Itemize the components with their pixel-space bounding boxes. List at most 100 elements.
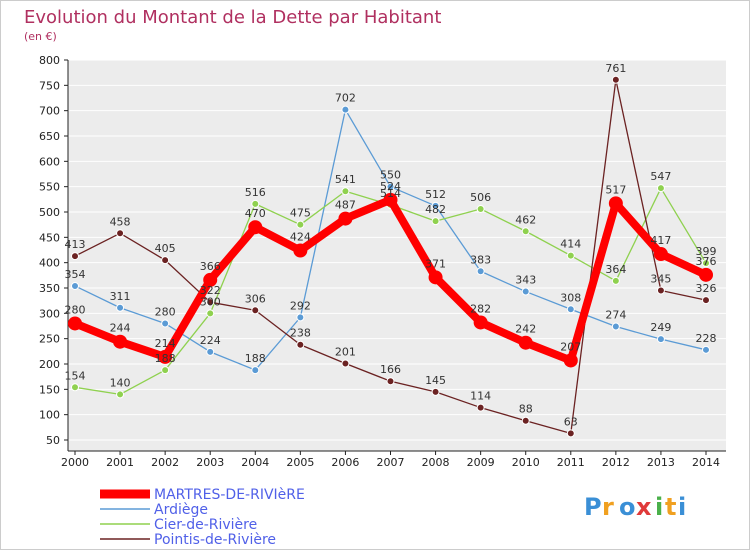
series-point-1 bbox=[116, 303, 125, 312]
data-label-2: 547 bbox=[650, 170, 671, 183]
series-point-0 bbox=[113, 334, 128, 349]
data-label-0: 487 bbox=[335, 199, 356, 212]
data-label-0: 282 bbox=[470, 302, 491, 315]
x-tick-label: 2010 bbox=[512, 456, 540, 469]
series-point-3 bbox=[161, 256, 170, 265]
data-label-3: 166 bbox=[380, 363, 401, 376]
series-point-1 bbox=[431, 201, 440, 210]
data-label-3: 322 bbox=[200, 284, 221, 297]
series-point-3 bbox=[702, 296, 710, 305]
series-point-0 bbox=[158, 349, 173, 364]
y-tick-label: 750 bbox=[39, 79, 60, 92]
series-point-1 bbox=[161, 319, 170, 328]
series-point-3 bbox=[296, 340, 305, 349]
y-tick-label: 150 bbox=[39, 383, 60, 396]
y-tick-label: 600 bbox=[39, 155, 60, 168]
series-point-0 bbox=[653, 247, 668, 262]
series-point-1 bbox=[386, 182, 395, 191]
plot-area bbox=[68, 60, 726, 451]
data-label-3: 88 bbox=[519, 403, 533, 416]
series-point-2 bbox=[296, 220, 305, 229]
data-label-2: 482 bbox=[425, 203, 446, 216]
series-point-3 bbox=[476, 403, 485, 412]
series-point-3 bbox=[251, 306, 260, 315]
data-label-3: 761 bbox=[605, 62, 626, 75]
series-group bbox=[68, 75, 713, 438]
data-label-1: 274 bbox=[605, 309, 626, 322]
logo-letter: i bbox=[678, 493, 686, 521]
series-point-2 bbox=[702, 259, 710, 268]
series-point-0 bbox=[563, 353, 578, 368]
data-label-0: 244 bbox=[110, 322, 131, 335]
data-label-2: 475 bbox=[290, 207, 311, 220]
data-label-3: 201 bbox=[335, 345, 356, 358]
series-point-1 bbox=[206, 347, 215, 356]
series-point-0 bbox=[68, 316, 82, 331]
series-point-3 bbox=[566, 429, 575, 438]
series-point-0 bbox=[338, 211, 353, 226]
data-label-0: 214 bbox=[155, 337, 176, 350]
legend: MARTRES-DE-RIVIèREArdiègeCier-de-Rivière… bbox=[100, 487, 305, 548]
series-point-3 bbox=[341, 359, 350, 368]
series-point-2 bbox=[431, 217, 440, 226]
series-point-3 bbox=[656, 286, 665, 295]
series-point-2 bbox=[656, 184, 665, 193]
series-point-0 bbox=[608, 196, 623, 211]
data-label-2: 541 bbox=[335, 173, 356, 186]
series-point-3 bbox=[611, 75, 620, 84]
series-point-3 bbox=[71, 252, 79, 261]
series-point-2 bbox=[251, 199, 260, 208]
series-point-0 bbox=[428, 270, 443, 285]
series-point-1 bbox=[71, 281, 79, 290]
data-label-0: 417 bbox=[650, 234, 671, 247]
y-tick-label: 450 bbox=[39, 231, 60, 244]
series-point-1 bbox=[251, 366, 260, 375]
data-label-0: 371 bbox=[425, 257, 446, 270]
y-tick-label: 300 bbox=[39, 307, 60, 320]
data-label-1: 354 bbox=[65, 268, 86, 281]
series-point-3 bbox=[386, 377, 395, 386]
x-tick-label: 2012 bbox=[602, 456, 630, 469]
series-point-1 bbox=[702, 345, 710, 354]
data-label-1: 550 bbox=[380, 169, 401, 182]
y-tick-label: 400 bbox=[39, 257, 60, 270]
series-point-3 bbox=[206, 298, 215, 307]
data-label-0: 517 bbox=[605, 183, 626, 196]
series-point-0 bbox=[248, 220, 263, 235]
data-label-1: 308 bbox=[560, 291, 581, 304]
series-point-0 bbox=[473, 315, 488, 330]
series-point-1 bbox=[521, 287, 530, 296]
series-point-2 bbox=[341, 187, 350, 196]
series-point-3 bbox=[521, 416, 530, 425]
data-label-3: 63 bbox=[564, 415, 578, 428]
data-label-3: 345 bbox=[650, 273, 671, 286]
logo-letter: P bbox=[584, 493, 602, 521]
y-tick-label: 200 bbox=[39, 358, 60, 371]
series-point-2 bbox=[206, 309, 215, 318]
data-label-2: 506 bbox=[470, 191, 491, 204]
x-tick-label: 2000 bbox=[61, 456, 89, 469]
x-tick-label: 2013 bbox=[647, 456, 675, 469]
logo-letter: x bbox=[636, 493, 652, 521]
data-label-2: 514 bbox=[380, 187, 401, 200]
data-label-3: 306 bbox=[245, 292, 266, 305]
data-label-3: 413 bbox=[65, 238, 86, 251]
x-axis-ticks: 2000 2001 2002 2003 2004 2005 2006 2007 2008 2009… bbox=[61, 451, 720, 469]
y-tick-label: 500 bbox=[39, 206, 60, 219]
data-label-2: 300 bbox=[200, 295, 221, 308]
logo-letter: i bbox=[655, 493, 663, 521]
series-point-1 bbox=[476, 267, 485, 276]
series-point-2 bbox=[566, 251, 575, 260]
data-label-1: 383 bbox=[470, 253, 491, 266]
series-point-2 bbox=[71, 383, 79, 392]
series-point-0 bbox=[293, 243, 308, 258]
data-label-2: 462 bbox=[515, 213, 536, 226]
series-point-2 bbox=[611, 276, 620, 285]
series-point-0 bbox=[699, 267, 713, 282]
legend-label-1: Ardiège bbox=[154, 502, 208, 518]
data-label-1: 512 bbox=[425, 188, 446, 201]
series-point-0 bbox=[383, 192, 398, 207]
data-label-0: 376 bbox=[696, 255, 717, 268]
data-label-0: 280 bbox=[65, 303, 86, 316]
